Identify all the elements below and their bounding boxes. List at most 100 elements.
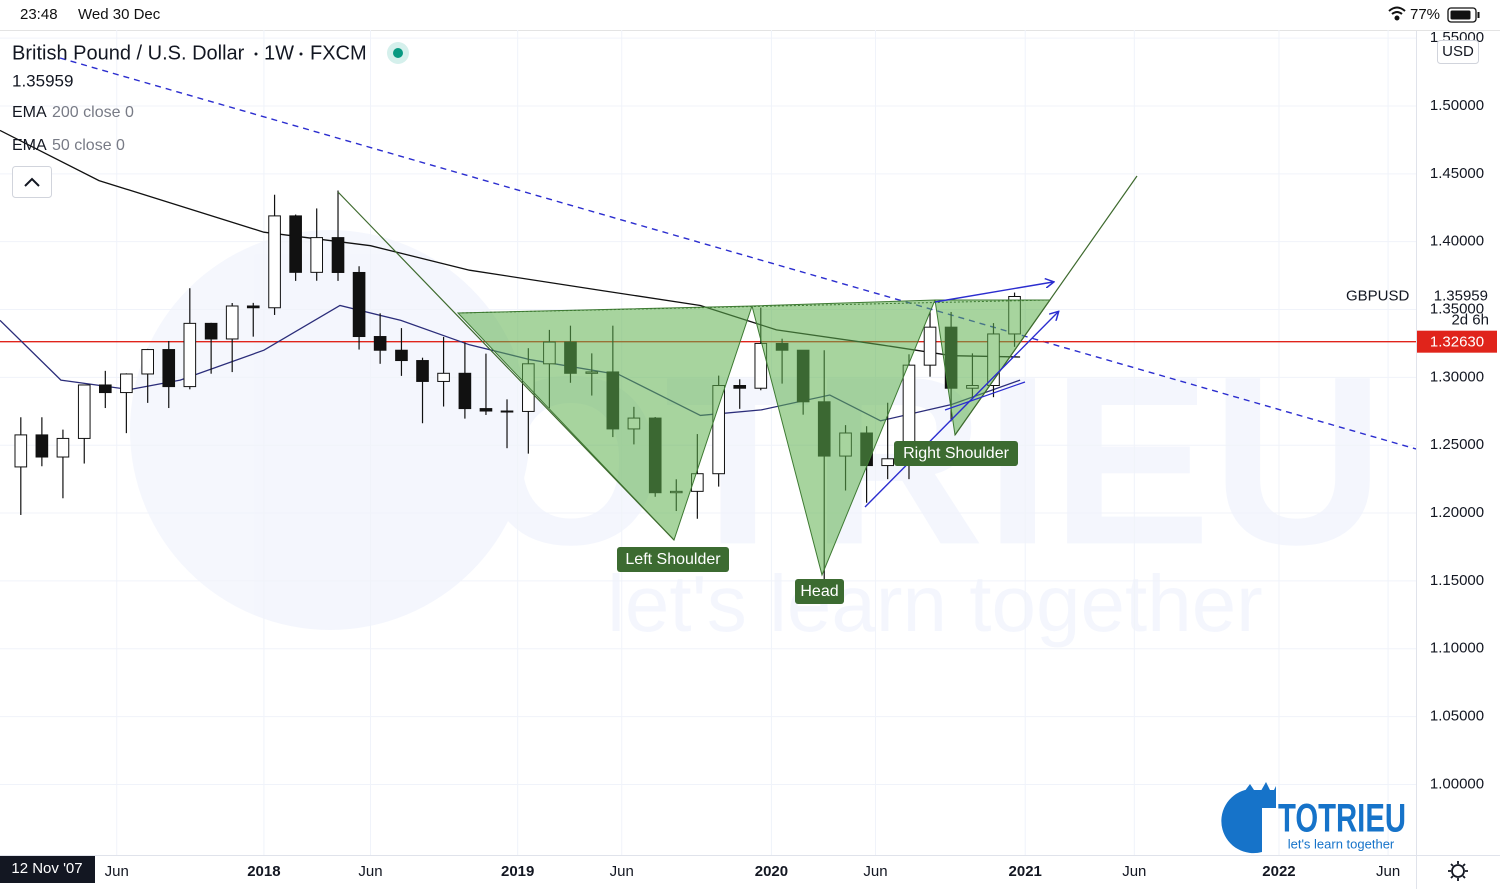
channel-arrow: [934, 282, 1053, 303]
battery-icon: [1447, 7, 1480, 23]
candle-body: [98, 384, 112, 394]
candle-body: [14, 434, 28, 468]
collapse-button[interactable]: [12, 166, 52, 198]
watermark-slogan: let's learn together: [607, 559, 1263, 648]
head-shoulders-pattern: [337, 175, 1138, 577]
x-tick-label: Jun: [863, 863, 887, 880]
y-tick-label: 1.30000: [1430, 368, 1484, 385]
candle-body: [479, 408, 493, 412]
crosshair-date-box: [0, 856, 95, 883]
neckline: [457, 299, 1051, 314]
x-tick-label: Jun: [610, 863, 634, 880]
watermark: TOTRIEU let's learn together: [130, 230, 1384, 648]
candle-body: [162, 349, 176, 388]
candle-body: [289, 215, 302, 273]
candle-body: [120, 373, 133, 394]
x-tick-label: 2022: [1262, 863, 1295, 880]
x-tick-label: Jun: [1122, 863, 1146, 880]
overlay: Left Shoulder Head Right Shoulder: [617, 282, 1058, 604]
indicator-name[interactable]: EMA: [12, 137, 47, 154]
candle-body: [141, 349, 155, 375]
candle-body: [310, 237, 324, 273]
y-tick-label: 1.35000: [1430, 300, 1484, 317]
y-tick-label: 1.40000: [1430, 233, 1484, 250]
status-bar: [0, 0, 1500, 30]
y-tick-label: 1.15000: [1430, 572, 1484, 589]
battery-level: 77%: [1410, 6, 1440, 23]
candle-body: [395, 349, 408, 362]
pattern-line: [337, 191, 675, 541]
status-time: 23:48: [20, 6, 58, 23]
candle-body: [373, 336, 387, 351]
annotation-box: [617, 547, 729, 572]
annotation-label: Head: [800, 583, 838, 600]
exchange: FXCM: [310, 42, 367, 64]
candle-body: [225, 305, 239, 340]
y-tick-label: 1.45000: [1430, 165, 1484, 182]
interval: 1W: [264, 42, 294, 64]
candle-body: [881, 458, 894, 467]
candle-body: [183, 322, 197, 388]
x-tick-label: 2019: [501, 863, 534, 880]
candle-body: [268, 215, 281, 309]
candle-body: [331, 237, 345, 273]
candle-body: [352, 271, 366, 338]
logo-name: TOTRIEU: [1278, 797, 1406, 841]
candle-body: [923, 326, 937, 366]
indicator-name[interactable]: EMA: [12, 104, 47, 121]
price-level-tag: [1417, 330, 1497, 353]
candle-body: [35, 434, 49, 458]
channel-arrow: [864, 312, 1058, 508]
x-tick-label: 2021: [1009, 863, 1042, 880]
y-tick-label: 1.00000: [1430, 775, 1484, 792]
x-tick-label: 2020: [755, 863, 788, 880]
y-tick-label: 1.10000: [1430, 640, 1484, 657]
annotation-box: [894, 441, 1018, 466]
price-level-label: 1.32630: [1430, 334, 1484, 351]
trendline: [59, 57, 1416, 450]
currency-button[interactable]: [1437, 40, 1479, 64]
price-tag-value: 1.35959: [1434, 287, 1488, 304]
separator: [254, 52, 258, 56]
candle-body: [437, 372, 450, 382]
channel-line: [944, 381, 1026, 411]
candle-body: [500, 410, 514, 413]
annotation-label: Left Shoulder: [625, 551, 721, 568]
candle-body: [733, 385, 747, 389]
candle-body: [458, 372, 472, 410]
wifi-icon: [1388, 6, 1406, 21]
left-shoulder-triangle: [456, 305, 753, 541]
logo: TOTRIEU let's learn together: [1221, 782, 1406, 854]
y-tick-label: 1.50000: [1430, 97, 1484, 114]
price-tag-symbol: GBPUSD: [1346, 287, 1410, 304]
settings-button[interactable]: [1448, 861, 1468, 881]
symbol-name: British Pound / U.S. Dollar: [12, 42, 245, 64]
separator: [299, 52, 303, 56]
candle-body: [246, 305, 260, 309]
annotation-label: Right Shoulder: [903, 445, 1010, 462]
x-tick-label: Jun: [358, 863, 382, 880]
indicator-params: 50 close 0: [52, 137, 125, 154]
axes: 1.550001.500001.450001.400001.350001.300…: [105, 29, 1497, 880]
status-date: Wed 30 Dec: [78, 6, 161, 23]
y-tick-label: 1.05000: [1430, 708, 1484, 725]
y-tick-label: 1.25000: [1430, 436, 1484, 453]
x-tick-label: Jun: [1376, 863, 1400, 880]
crosshair-date: 12 Nov '07: [11, 860, 82, 877]
candle-body: [204, 322, 218, 340]
y-tick-label: 1.20000: [1430, 504, 1484, 521]
candle-body: [56, 437, 70, 458]
pattern-line: [954, 175, 1138, 436]
annotation-box: [795, 579, 844, 604]
indicator-params: 200 close 0: [52, 104, 134, 121]
last-price: 1.35959: [12, 71, 73, 90]
currency-label: USD: [1442, 43, 1474, 60]
market-status-dot: [393, 48, 403, 58]
head-triangle: [751, 299, 936, 577]
x-tick-label: Jun: [105, 863, 129, 880]
x-tick-label: 2018: [247, 863, 280, 880]
countdown: 2d 6h: [1451, 311, 1489, 328]
logo-slogan: let's learn together: [1288, 836, 1395, 851]
